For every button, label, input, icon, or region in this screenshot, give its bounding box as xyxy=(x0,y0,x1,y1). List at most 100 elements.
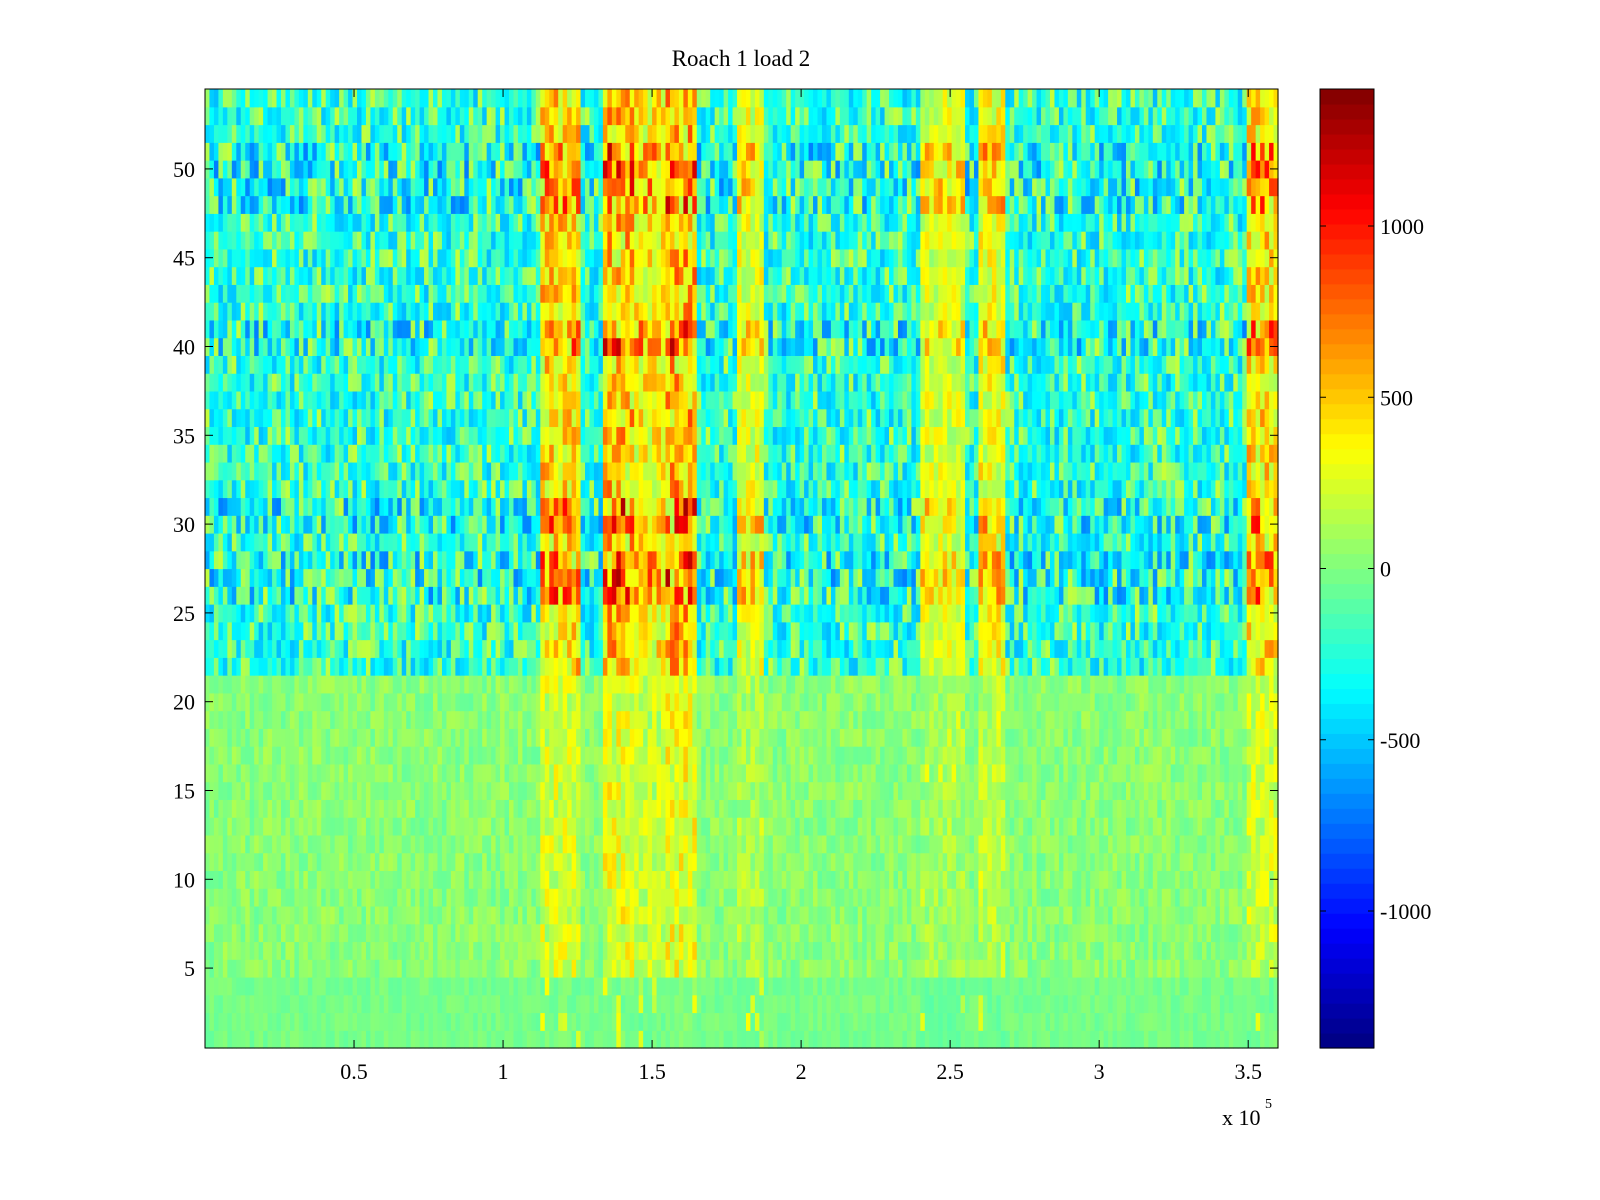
heatmap-cell xyxy=(218,870,224,889)
heatmap-cell xyxy=(433,994,439,1014)
heatmap-cell xyxy=(969,746,975,765)
heatmap-cell xyxy=(1246,1030,1252,1049)
heatmap-cell xyxy=(1125,799,1132,818)
heatmap-cell xyxy=(723,692,729,712)
heatmap-cell xyxy=(580,976,586,996)
heatmap-cell xyxy=(750,781,756,800)
heatmap-cell xyxy=(1255,959,1261,978)
chart-title: Roach 1 load 2 xyxy=(672,46,811,71)
heatmap-cell xyxy=(1184,834,1190,854)
heatmap-cell xyxy=(705,941,711,960)
heatmap-cell xyxy=(325,692,331,712)
heatmap-cell xyxy=(777,834,783,854)
heatmap-cell xyxy=(1260,1030,1266,1049)
heatmap-cell xyxy=(307,710,313,729)
heatmap-cell xyxy=(522,959,528,978)
heatmap-cell xyxy=(951,692,957,712)
heatmap-cell xyxy=(468,728,474,747)
heatmap-cell xyxy=(298,675,304,694)
heatmap-cell xyxy=(821,817,828,836)
heatmap-cell xyxy=(1179,799,1185,818)
heatmap-cell xyxy=(1000,746,1006,765)
heatmap-cell xyxy=(374,781,380,800)
heatmap-cell xyxy=(236,675,242,694)
heatmap-cell xyxy=(683,923,689,943)
heatmap-cell xyxy=(750,834,756,854)
heatmap-cell xyxy=(464,675,470,694)
heatmap-cell xyxy=(209,1030,215,1049)
heatmap-cell xyxy=(839,728,845,747)
heatmap-cell xyxy=(607,675,613,694)
heatmap-cell xyxy=(728,852,734,872)
heatmap-cell xyxy=(1246,941,1252,960)
heatmap-cell xyxy=(1000,728,1006,747)
heatmap-cell xyxy=(424,728,430,747)
heatmap-cell xyxy=(585,905,591,925)
heatmap-cell xyxy=(741,1012,747,1031)
heatmap-cell xyxy=(638,905,644,925)
heatmap-cell xyxy=(973,905,980,925)
heatmap-cell xyxy=(723,746,729,765)
heatmap-cell xyxy=(285,781,291,800)
heatmap-cell xyxy=(969,799,975,818)
heatmap-cell xyxy=(419,905,425,925)
heatmap-cell xyxy=(1148,1012,1154,1031)
heatmap-cell xyxy=(1170,1030,1176,1049)
heatmap-cell xyxy=(813,1012,819,1031)
heatmap-cell xyxy=(1219,941,1225,960)
heatmap-cell xyxy=(728,834,734,854)
heatmap-cell xyxy=(571,905,577,925)
heatmap-cell xyxy=(433,675,439,694)
heatmap-cell xyxy=(687,888,693,907)
heatmap-cell xyxy=(334,710,340,729)
heatmap-cell xyxy=(585,888,591,907)
heatmap-cell xyxy=(330,692,336,712)
heatmap-cell xyxy=(1237,692,1243,712)
heatmap-cell xyxy=(889,1012,895,1031)
heatmap-cell xyxy=(392,976,398,996)
heatmap-cell xyxy=(218,1012,224,1031)
heatmap-cell xyxy=(661,710,667,729)
heatmap-cell xyxy=(401,692,407,712)
heatmap-cell xyxy=(781,781,787,800)
heatmap-cell xyxy=(1148,728,1154,747)
heatmap-cell xyxy=(486,888,492,907)
heatmap-cell xyxy=(303,888,309,907)
heatmap-cell xyxy=(500,888,506,907)
heatmap-cell xyxy=(723,923,729,943)
heatmap-cell xyxy=(1023,799,1029,818)
heatmap-cell xyxy=(719,994,725,1014)
heatmap-cell xyxy=(410,781,416,800)
heatmap-cell xyxy=(441,888,448,907)
heatmap-cell xyxy=(991,710,997,729)
heatmap-cell xyxy=(759,976,765,996)
heatmap-cell xyxy=(956,799,962,818)
heatmap-cell xyxy=(209,905,215,925)
heatmap-cell xyxy=(240,781,246,800)
heatmap-cell xyxy=(464,728,470,747)
heatmap-cell xyxy=(1112,710,1118,729)
heatmap-cell xyxy=(1072,994,1078,1014)
heatmap-cell xyxy=(464,852,470,872)
heatmap-cell xyxy=(1170,746,1176,765)
heatmap-cell xyxy=(678,905,684,925)
heatmap-cell xyxy=(254,746,260,765)
heatmap-cell xyxy=(213,888,220,907)
heatmap-cell xyxy=(316,781,322,800)
heatmap-cell xyxy=(585,781,591,800)
heatmap-cell xyxy=(714,941,720,960)
heatmap-cell xyxy=(1193,959,1199,978)
heatmap-cell xyxy=(598,923,604,943)
heatmap-cell xyxy=(365,959,372,978)
heatmap-cell xyxy=(1269,994,1275,1014)
heatmap-cell xyxy=(696,959,702,978)
heatmap-cell xyxy=(1233,746,1239,765)
heatmap-cell xyxy=(1009,746,1015,765)
heatmap-cell xyxy=(920,994,926,1014)
heatmap-cell xyxy=(316,905,322,925)
heatmap-cell xyxy=(1045,1030,1051,1049)
heatmap-cell xyxy=(732,905,738,925)
heatmap-cell xyxy=(325,1012,331,1031)
heatmap-cell xyxy=(1112,781,1118,800)
heatmap-cell xyxy=(804,976,810,996)
